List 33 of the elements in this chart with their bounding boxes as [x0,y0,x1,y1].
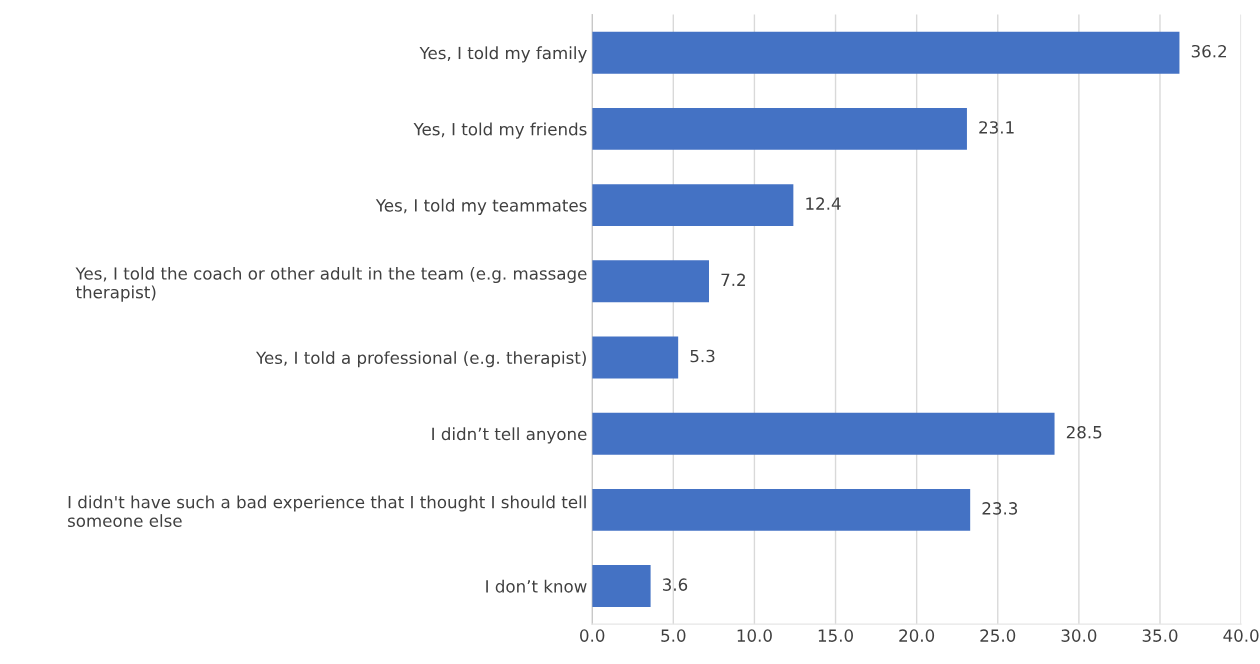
y-tick-label: I don’t know [486,579,587,593]
bar [592,260,709,303]
y-tick-label: Yes, I told my teammates [375,198,587,215]
data-label: 7.2 [721,273,745,286]
bar [592,336,679,379]
bar [592,107,967,150]
y-tick-label: Yes, I told a professional (e.g. therapist) [255,351,586,368]
data-label: 36.2 [1191,44,1227,58]
data-label: 3.6 [662,578,688,591]
x-tick-label: 30.0 [1061,629,1097,642]
x-tick-label: 40.0 [1223,629,1259,642]
y-tick-label: I didn't have such a bad experience that I thought I should tell someone else [67,495,586,528]
x-tick-label: 35.0 [1142,629,1178,642]
x-tick-label: 25.0 [980,629,1016,642]
y-tick-label: Yes, I told my family [419,46,587,63]
x-tick-label: 5.0 [661,629,686,642]
data-label: 23.1 [979,121,1014,134]
x-tick-label: 15.0 [818,629,853,642]
data-label: 5.3 [690,349,715,363]
data-label: 28.5 [1066,425,1102,439]
x-tick-label: 0.0 [580,629,605,642]
x-tick-label: 20.0 [899,629,935,642]
x-tick-label: 10.0 [737,629,772,642]
bar [592,488,971,531]
bar [592,412,1055,455]
bar [592,565,651,608]
bar [592,31,1180,74]
y-tick-label: Yes, I told the coach or other adult in the team (e.g. massage therapist) [75,266,587,302]
y-tick-label: Yes, I told my friends [413,122,587,139]
y-tick-label: I didn’t tell anyone [432,427,587,444]
data-label: 12.4 [806,197,841,210]
bar [592,184,794,227]
data-label: 23.3 [982,502,1018,515]
